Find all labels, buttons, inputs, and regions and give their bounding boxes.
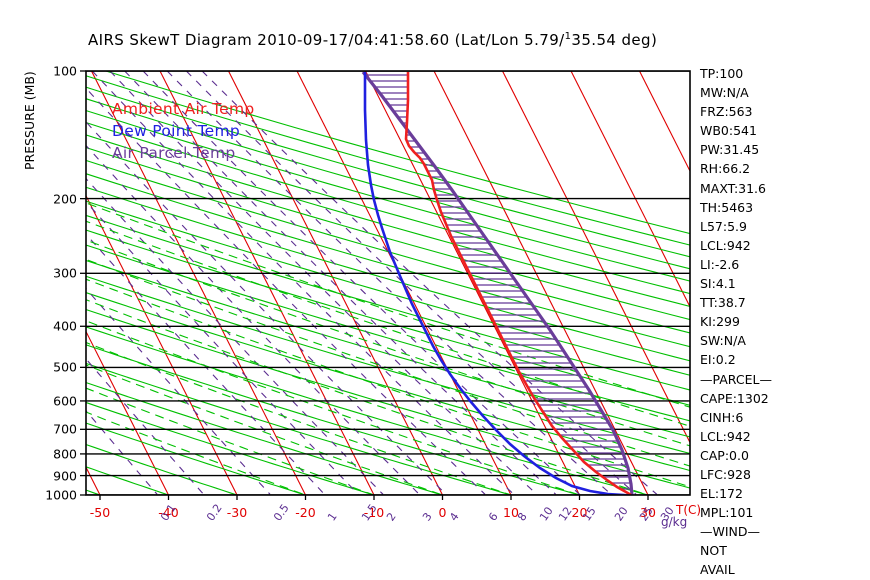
parameter-item: CAPE:1302	[700, 390, 769, 406]
bottom-temp-tick-label: -30	[226, 505, 248, 520]
isotherm-lines	[86, 71, 690, 495]
bottom-temp-tick-label: -10	[363, 505, 385, 520]
moist-adiabat-lines	[86, 202, 690, 495]
parameter-item: LI:-2.6	[700, 256, 740, 272]
legend-ambient-air-temp: Ambient Air Temp	[112, 100, 255, 118]
pressure-tick-label: 1000	[45, 487, 77, 503]
temperature-axis-label: T(C)	[676, 503, 702, 517]
pressure-tick-label: 300	[53, 265, 77, 281]
pressure-tick-label: 700	[53, 421, 77, 437]
parameter-item: MPL:101	[700, 505, 754, 521]
parameter-item: —WIND—	[700, 524, 761, 540]
parameter-item: LCL:942	[700, 428, 751, 444]
legend-air-parcel-temp: Air Parcel Temp	[112, 144, 236, 162]
profile-curves	[361, 71, 634, 495]
title-tail: 35.54 deg)	[571, 31, 658, 49]
parameter-item: WB0:541	[700, 123, 757, 139]
ambient-temp-curve	[404, 72, 632, 495]
bottom-temp-tick-label: 0	[438, 505, 447, 520]
parcel-temp-curve	[361, 71, 634, 495]
parameter-item: LCL:942	[700, 237, 751, 253]
pressure-tick-label: 900	[53, 468, 77, 484]
parameter-item: RH:66.2	[700, 161, 751, 177]
bottom-temp-tick-label: 10	[503, 505, 519, 520]
sounding-parameters-panel: TP:100 MW:N/A FRZ:563 WB0:541 PW:31.45 RH:66.…	[700, 64, 772, 580]
pressure-axis: 100 200 300 400 500 600 700 800 900 1000	[0, 0, 77, 560]
title-artifact: 1	[564, 31, 572, 42]
parameter-item: LFC:928	[700, 466, 751, 482]
parameter-item: MAXT:31.6	[700, 180, 766, 196]
parameter-item: L57:5.9	[700, 218, 747, 234]
pressure-axis-label: PRESSURE (MB)	[22, 71, 37, 170]
parameter-item: EI:0.2	[700, 352, 736, 368]
parameter-item: —PARCEL—	[700, 371, 772, 387]
pressure-tick-label: 600	[53, 393, 77, 409]
bottom-temp-tick-label: -50	[89, 505, 111, 520]
plot-canvas	[80, 70, 691, 500]
parameter-item: CINH:6	[700, 409, 744, 425]
parameter-item: CAP:0.0	[700, 447, 749, 463]
bottom-temp-tick-label: -20	[295, 505, 316, 520]
dew-point-curve	[363, 72, 632, 495]
parameter-item: MW:N/A	[700, 85, 749, 101]
parameter-item: SI:4.1	[700, 276, 736, 292]
axis-ticks	[80, 70, 649, 500]
skewt-diagram: AIRS SkewT Diagram 2010-09-17/04:41:58.6…	[0, 0, 772, 577]
title-main: AIRS SkewT Diagram 2010-09-17/04:41:58.6…	[88, 31, 565, 49]
legend-dew-point-temp: Dew Point Temp	[112, 122, 240, 140]
parameter-item: SW:N/A	[700, 333, 746, 349]
pressure-tick-label: 800	[53, 446, 77, 462]
cape-shading	[363, 72, 632, 495]
parameter-item: NOT	[700, 543, 727, 559]
bottom-temp-tick-label: 20	[571, 505, 588, 520]
mixing-ratio-axis-label: g/kg	[661, 515, 688, 529]
pressure-tick-label: 500	[53, 359, 77, 375]
bottom-temp-tick-label: -40	[158, 505, 179, 520]
parameter-item: TT:38.7	[700, 295, 746, 311]
parameter-item: TH:5463	[700, 199, 754, 215]
parameter-item: KI:299	[700, 314, 740, 330]
bottom-temp-tick-label: 30	[640, 505, 656, 520]
parameter-item: AVAIL	[700, 562, 735, 578]
parameter-item: FRZ:563	[700, 104, 753, 120]
page-title: AIRS SkewT Diagram 2010-09-17/04:41:58.6…	[88, 31, 657, 49]
isobar-lines	[86, 71, 690, 495]
pressure-tick-label: 200	[53, 191, 77, 207]
parameter-item: TP:100	[700, 66, 744, 81]
parameter-item: EL:172	[700, 486, 743, 502]
pressure-tick-label: 100	[53, 63, 77, 79]
parameter-item: PW:31.45	[700, 142, 760, 158]
pressure-tick-label: 400	[53, 318, 77, 334]
plot-frame	[85, 70, 691, 496]
